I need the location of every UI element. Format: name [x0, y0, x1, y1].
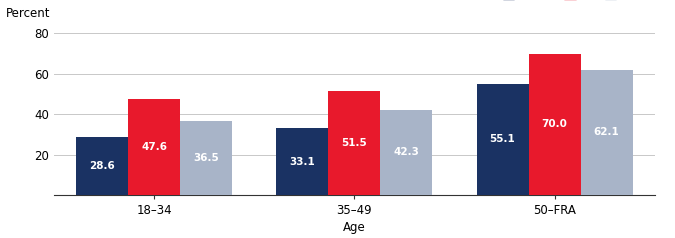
Text: 33.1: 33.1: [290, 157, 315, 167]
Bar: [328, 91, 381, 195]
Bar: [529, 54, 580, 195]
Text: 51.5: 51.5: [342, 138, 367, 148]
X-axis label: Age: Age: [343, 221, 366, 234]
Bar: [477, 84, 529, 195]
Bar: [381, 109, 433, 195]
Text: 47.6: 47.6: [141, 142, 167, 152]
Text: Percent: Percent: [6, 7, 51, 20]
Bar: [276, 128, 328, 195]
Text: 70.0: 70.0: [541, 119, 568, 129]
Bar: [180, 121, 232, 195]
Text: 36.5: 36.5: [193, 153, 219, 163]
Bar: [128, 99, 180, 195]
Bar: [580, 69, 632, 195]
Bar: [76, 137, 128, 195]
Text: 42.3: 42.3: [394, 147, 419, 157]
Text: 62.1: 62.1: [594, 127, 620, 137]
Text: 55.1: 55.1: [489, 134, 516, 144]
Text: 28.6: 28.6: [89, 161, 115, 171]
